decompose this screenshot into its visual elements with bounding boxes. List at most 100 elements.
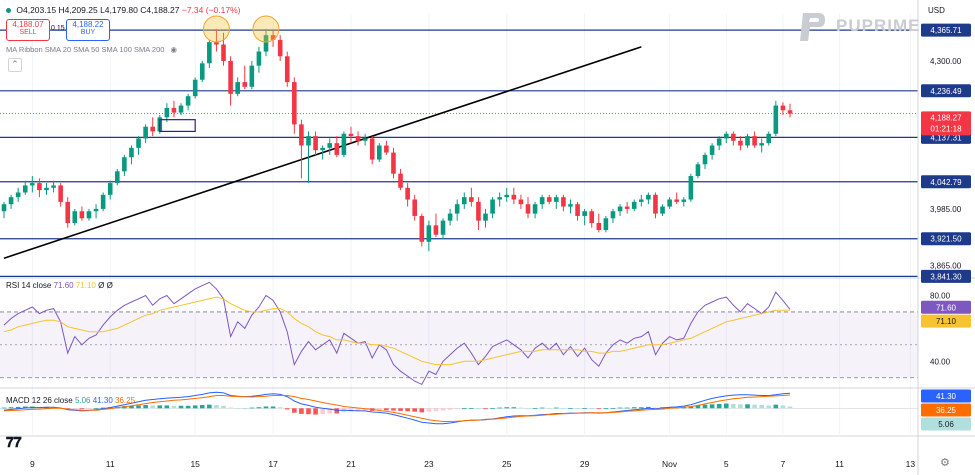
candle-body [320,147,325,151]
time-tick-label: 5 [724,459,729,469]
macd-plot [0,391,918,425]
price-tick-label: 4,300.00 [930,57,962,66]
macd-histogram-bar [738,404,743,409]
candle-body [539,197,545,205]
currency-label[interactable]: USD [928,6,945,15]
candle-body [440,220,446,235]
macd-histogram-bar [412,408,418,412]
macd-legend[interactable]: MACD 12 26 close 5.06 41.30 36.25 [6,396,135,405]
candle-body [1,204,7,212]
candle-body [667,199,672,207]
time-tick-label: 29 [580,459,590,469]
candle-body [122,157,127,172]
level-price-label: 3,921.50 [930,235,962,244]
candle-body [100,194,106,209]
candle-body [93,208,99,212]
candle-body [129,147,134,158]
candle-body [511,194,517,200]
gear-icon[interactable]: ⚙ [940,457,950,469]
candle-body [681,199,687,202]
time-tick-label: 21 [346,459,356,469]
macd-histogram-bar [681,407,687,409]
macd-histogram-bar [511,407,517,409]
candle-body [334,143,340,155]
macd-histogram-bar [86,408,92,410]
candle-body [270,35,276,40]
macd-histogram-bar [405,408,410,412]
time-axis: 911151721232529Nov5711131519 [30,459,915,469]
macd-histogram-bar [469,407,474,409]
candle-body [313,136,318,151]
macd-histogram-bar [270,406,276,409]
candle-body [192,79,198,97]
candle-body [759,143,764,146]
macd-histogram-bar [22,406,28,409]
time-tick-label: 7 [781,459,786,469]
macd-histogram-bar [228,407,233,409]
marked-range-box [159,119,196,133]
tradingview-logo-icon[interactable]: 𝟕𝟕 [6,434,22,450]
macd-histogram-badge-bg [921,417,971,431]
candle-body [709,145,715,155]
macd-histogram-bar [624,407,630,409]
rsi-ma-badge: 71.10 [936,317,957,326]
macd-series-line [3,391,791,425]
candle-body [688,176,694,200]
macd-histogram-bar [787,406,793,409]
candle-body [8,197,14,205]
macd-histogram-bar [504,407,510,409]
chevron-up-icon[interactable]: ⌃ [8,58,22,72]
candle-body [376,145,382,160]
macd-line-badge: 41.30 [936,392,957,401]
level-price-label: 4,236.49 [930,87,962,96]
candle-body [596,222,602,231]
time-tick-label: 15 [190,459,200,469]
macd-histogram-bar [688,406,694,409]
sell-button[interactable]: 4,188.07 SELL [6,19,50,41]
macd-histogram-bar [256,407,262,409]
ma-ribbon-legend[interactable]: MA Ribbon SMA 20 SMA 50 SMA 100 SMA 200 … [6,45,177,54]
macd-signal-badge: 36.25 [936,406,957,415]
candle-body [738,140,743,146]
candle-body [476,201,481,221]
candle-body [384,145,389,153]
macd-histogram-bar [745,404,750,409]
candle-body [15,192,21,198]
macd-histogram-bar [554,407,559,409]
low-value: L4,179.80 [100,5,138,15]
buy-button[interactable]: 4,188.22 BUY [66,19,110,41]
macd-histogram-bar [497,407,502,409]
candle-body [787,110,793,114]
macd-histogram-bar [702,404,708,409]
candle-body [143,126,148,139]
rsi-legend[interactable]: RSI 14 close 71.60 71.10 Ø Ø [6,281,113,290]
candle-body [646,194,651,200]
candle-body [79,211,85,219]
candle-body [702,154,708,165]
macd-histogram-bar [72,408,78,410]
candle-body [731,133,736,141]
macd-line-value: 41.30 [92,396,113,405]
macd-histogram-bar [391,408,396,411]
current-price-bg [921,111,971,136]
candle-body [58,185,63,202]
rsi-value-badge-bg [921,300,971,314]
candle-body [525,204,531,214]
candle-body [518,199,524,205]
candle-body [674,199,680,202]
eye-icon[interactable]: ◉ [170,45,178,54]
macd-histogram-bar [440,408,446,411]
time-tick-label: 17 [268,459,278,469]
price-tick-label: 3,865.00 [930,261,962,270]
macd-histogram-bar [284,408,290,410]
candle-body [214,42,219,45]
candle-body [221,44,226,61]
open-value: O4,203.15 [16,5,57,15]
level-price-label: 3,841.30 [930,272,962,281]
macd-histogram-bar [461,408,467,410]
macd-histogram-bar [192,405,198,409]
rsi-title: RSI 14 close [6,281,52,290]
candle-body [638,199,644,202]
rsi-lines [3,281,791,386]
